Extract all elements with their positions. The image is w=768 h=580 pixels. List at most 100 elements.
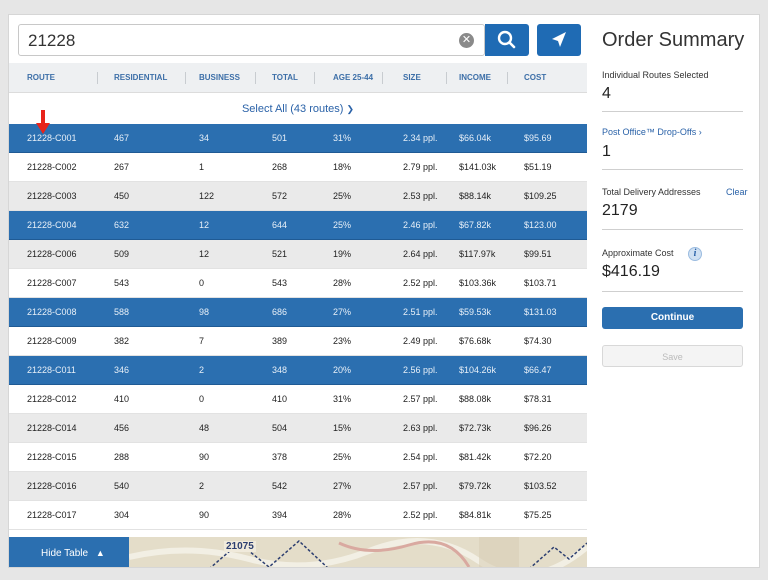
table-row[interactable]: 21228-C007 543 0 543 28% 2.52 ppl. $103.36k $10…: [9, 269, 587, 298]
cell-business: 12: [199, 249, 210, 259]
order-summary-panel: Order Summary Individual Routes Selected…: [602, 15, 752, 567]
cell-total: 348: [272, 365, 288, 375]
divider: [602, 111, 743, 112]
info-icon[interactable]: i: [688, 247, 702, 261]
cell-income: $84.81k: [459, 510, 492, 520]
cell-route: 21228-C011: [27, 365, 76, 375]
table-row[interactable]: 21228-C015 288 90 378 25% 2.54 ppl. $81.42k $72…: [9, 443, 587, 472]
cell-residential: 450: [114, 191, 130, 201]
cell-size: 2.52 ppl.: [403, 510, 438, 520]
cell-business: 2: [199, 481, 205, 491]
cell-business: 122: [199, 191, 215, 201]
cell-cost: $131.03: [524, 307, 557, 317]
cell-total: 389: [272, 336, 288, 346]
header-route[interactable]: ROUTE: [27, 73, 55, 82]
cell-age: 27%: [333, 307, 352, 317]
cell-age: 23%: [333, 336, 352, 346]
zip-map-label: 21075: [224, 541, 256, 552]
cell-income: $72.73k: [459, 423, 492, 433]
cell-route: 21228-C014: [27, 423, 77, 433]
table-row[interactable]: 21228-C002 267 1 268 18% 2.79 ppl. $141.03k $51…: [9, 153, 587, 182]
header-residential[interactable]: RESIDENTIAL: [114, 73, 168, 82]
cell-business: 7: [199, 336, 205, 346]
divider: [602, 169, 743, 170]
cell-age: 25%: [333, 191, 352, 201]
cell-total: 542: [272, 481, 288, 491]
cell-residential: 288: [114, 452, 130, 462]
cell-age: 31%: [333, 133, 352, 143]
cell-residential: 632: [114, 220, 130, 230]
search-button[interactable]: [485, 24, 529, 56]
order-summary-title: Order Summary: [602, 29, 745, 51]
cell-business: 0: [199, 394, 205, 404]
hide-table-button[interactable]: Hide Table ▲: [9, 537, 129, 567]
select-all-link[interactable]: Select All (43 routes) ❯: [9, 95, 587, 123]
cell-total: 268: [272, 162, 288, 172]
locate-button[interactable]: [537, 24, 581, 56]
table-row[interactable]: 21228-C008 588 98 686 27% 2.51 ppl. $59.53k $13…: [9, 298, 587, 327]
cell-business: 90: [199, 452, 210, 462]
cell-total: 501: [272, 133, 288, 143]
header-separator: [382, 72, 383, 84]
dropoffs-link[interactable]: Post Office™ Drop-Offs ›: [602, 127, 702, 137]
cell-size: 2.64 ppl.: [403, 249, 438, 259]
cell-residential: 267: [114, 162, 130, 172]
table-row[interactable]: 21228-C011 346 2 348 20% 2.56 ppl. $104.26k $66…: [9, 356, 587, 385]
cell-residential: 588: [114, 307, 130, 317]
header-business[interactable]: BUSINESS: [199, 73, 240, 82]
table-row[interactable]: 21228-C012 410 0 410 31% 2.57 ppl. $88.08k $78.…: [9, 385, 587, 414]
cell-route: 21228-C004: [27, 220, 77, 230]
header-separator: [314, 72, 315, 84]
cell-cost: $66.47: [524, 365, 552, 375]
clear-icon[interactable]: ✕: [459, 33, 474, 48]
cell-size: 2.46 ppl.: [403, 220, 438, 230]
table-row[interactable]: 21228-C009 382 7 389 23% 2.49 ppl. $76.68k $74.…: [9, 327, 587, 356]
cell-total: 686: [272, 307, 288, 317]
header-total[interactable]: TOTAL: [272, 73, 298, 82]
cell-cost: $109.25: [524, 191, 557, 201]
cell-cost: $51.19: [524, 162, 552, 172]
save-button[interactable]: Save: [602, 345, 743, 367]
cell-cost: $99.51: [524, 249, 552, 259]
cell-residential: 467: [114, 133, 130, 143]
header-income[interactable]: INCOME: [459, 73, 491, 82]
chevron-down-icon: ❯: [346, 104, 355, 114]
cell-size: 2.63 ppl.: [403, 423, 438, 433]
table-row[interactable]: 21228-C006 509 12 521 19% 2.64 ppl. $117.97k $9…: [9, 240, 587, 269]
delivery-addresses-value: 2179: [602, 202, 638, 219]
header-size[interactable]: SIZE: [403, 73, 421, 82]
cell-cost: $123.00: [524, 220, 557, 230]
cell-income: $104.26k: [459, 365, 497, 375]
cell-business: 98: [199, 307, 210, 317]
cell-route: 21228-C002: [27, 162, 77, 172]
cell-business: 0: [199, 278, 205, 288]
table-row[interactable]: 21228-C014 456 48 504 15% 2.63 ppl. $72.73k $96…: [9, 414, 587, 443]
cell-size: 2.53 ppl.: [403, 191, 438, 201]
table-row[interactable]: 21228-C001 467 34 501 31% 2.34 ppl. $66.04k $95…: [9, 124, 587, 153]
cell-size: 2.51 ppl.: [403, 307, 438, 317]
cell-size: 2.49 ppl.: [403, 336, 438, 346]
cell-income: $117.97k: [459, 249, 496, 259]
divider: [602, 291, 743, 292]
header-age[interactable]: AGE 25-44: [333, 73, 374, 82]
cell-size: 2.56 ppl.: [403, 365, 438, 375]
approximate-cost-label: Approximate Cost: [602, 248, 674, 258]
chevron-up-icon: ▲: [95, 548, 105, 558]
header-separator: [185, 72, 186, 84]
cell-residential: 456: [114, 423, 130, 433]
header-cost[interactable]: COST: [524, 73, 547, 82]
header-separator: [255, 72, 256, 84]
cell-age: 20%: [333, 365, 352, 375]
table-row[interactable]: 21228-C004 632 12 644 25% 2.46 ppl. $67.82k $12…: [9, 211, 587, 240]
table-row[interactable]: 21228-C017 304 90 394 28% 2.52 ppl. $84.81k $75…: [9, 501, 587, 530]
cell-income: $141.03k: [459, 162, 497, 172]
search-input[interactable]: 21228 ✕: [18, 24, 485, 56]
table-row[interactable]: 21228-C016 540 2 542 27% 2.57 ppl. $79.72k $103…: [9, 472, 587, 501]
table-row[interactable]: 21228-C003 450 122 572 25% 2.53 ppl. $88.14k $1…: [9, 182, 587, 211]
clear-link[interactable]: Clear: [726, 187, 748, 197]
cell-age: 31%: [333, 394, 352, 404]
cell-residential: 543: [114, 278, 130, 288]
cell-size: 2.79 ppl.: [403, 162, 438, 172]
cell-business: 90: [199, 510, 210, 520]
continue-button[interactable]: Continue: [602, 307, 743, 329]
